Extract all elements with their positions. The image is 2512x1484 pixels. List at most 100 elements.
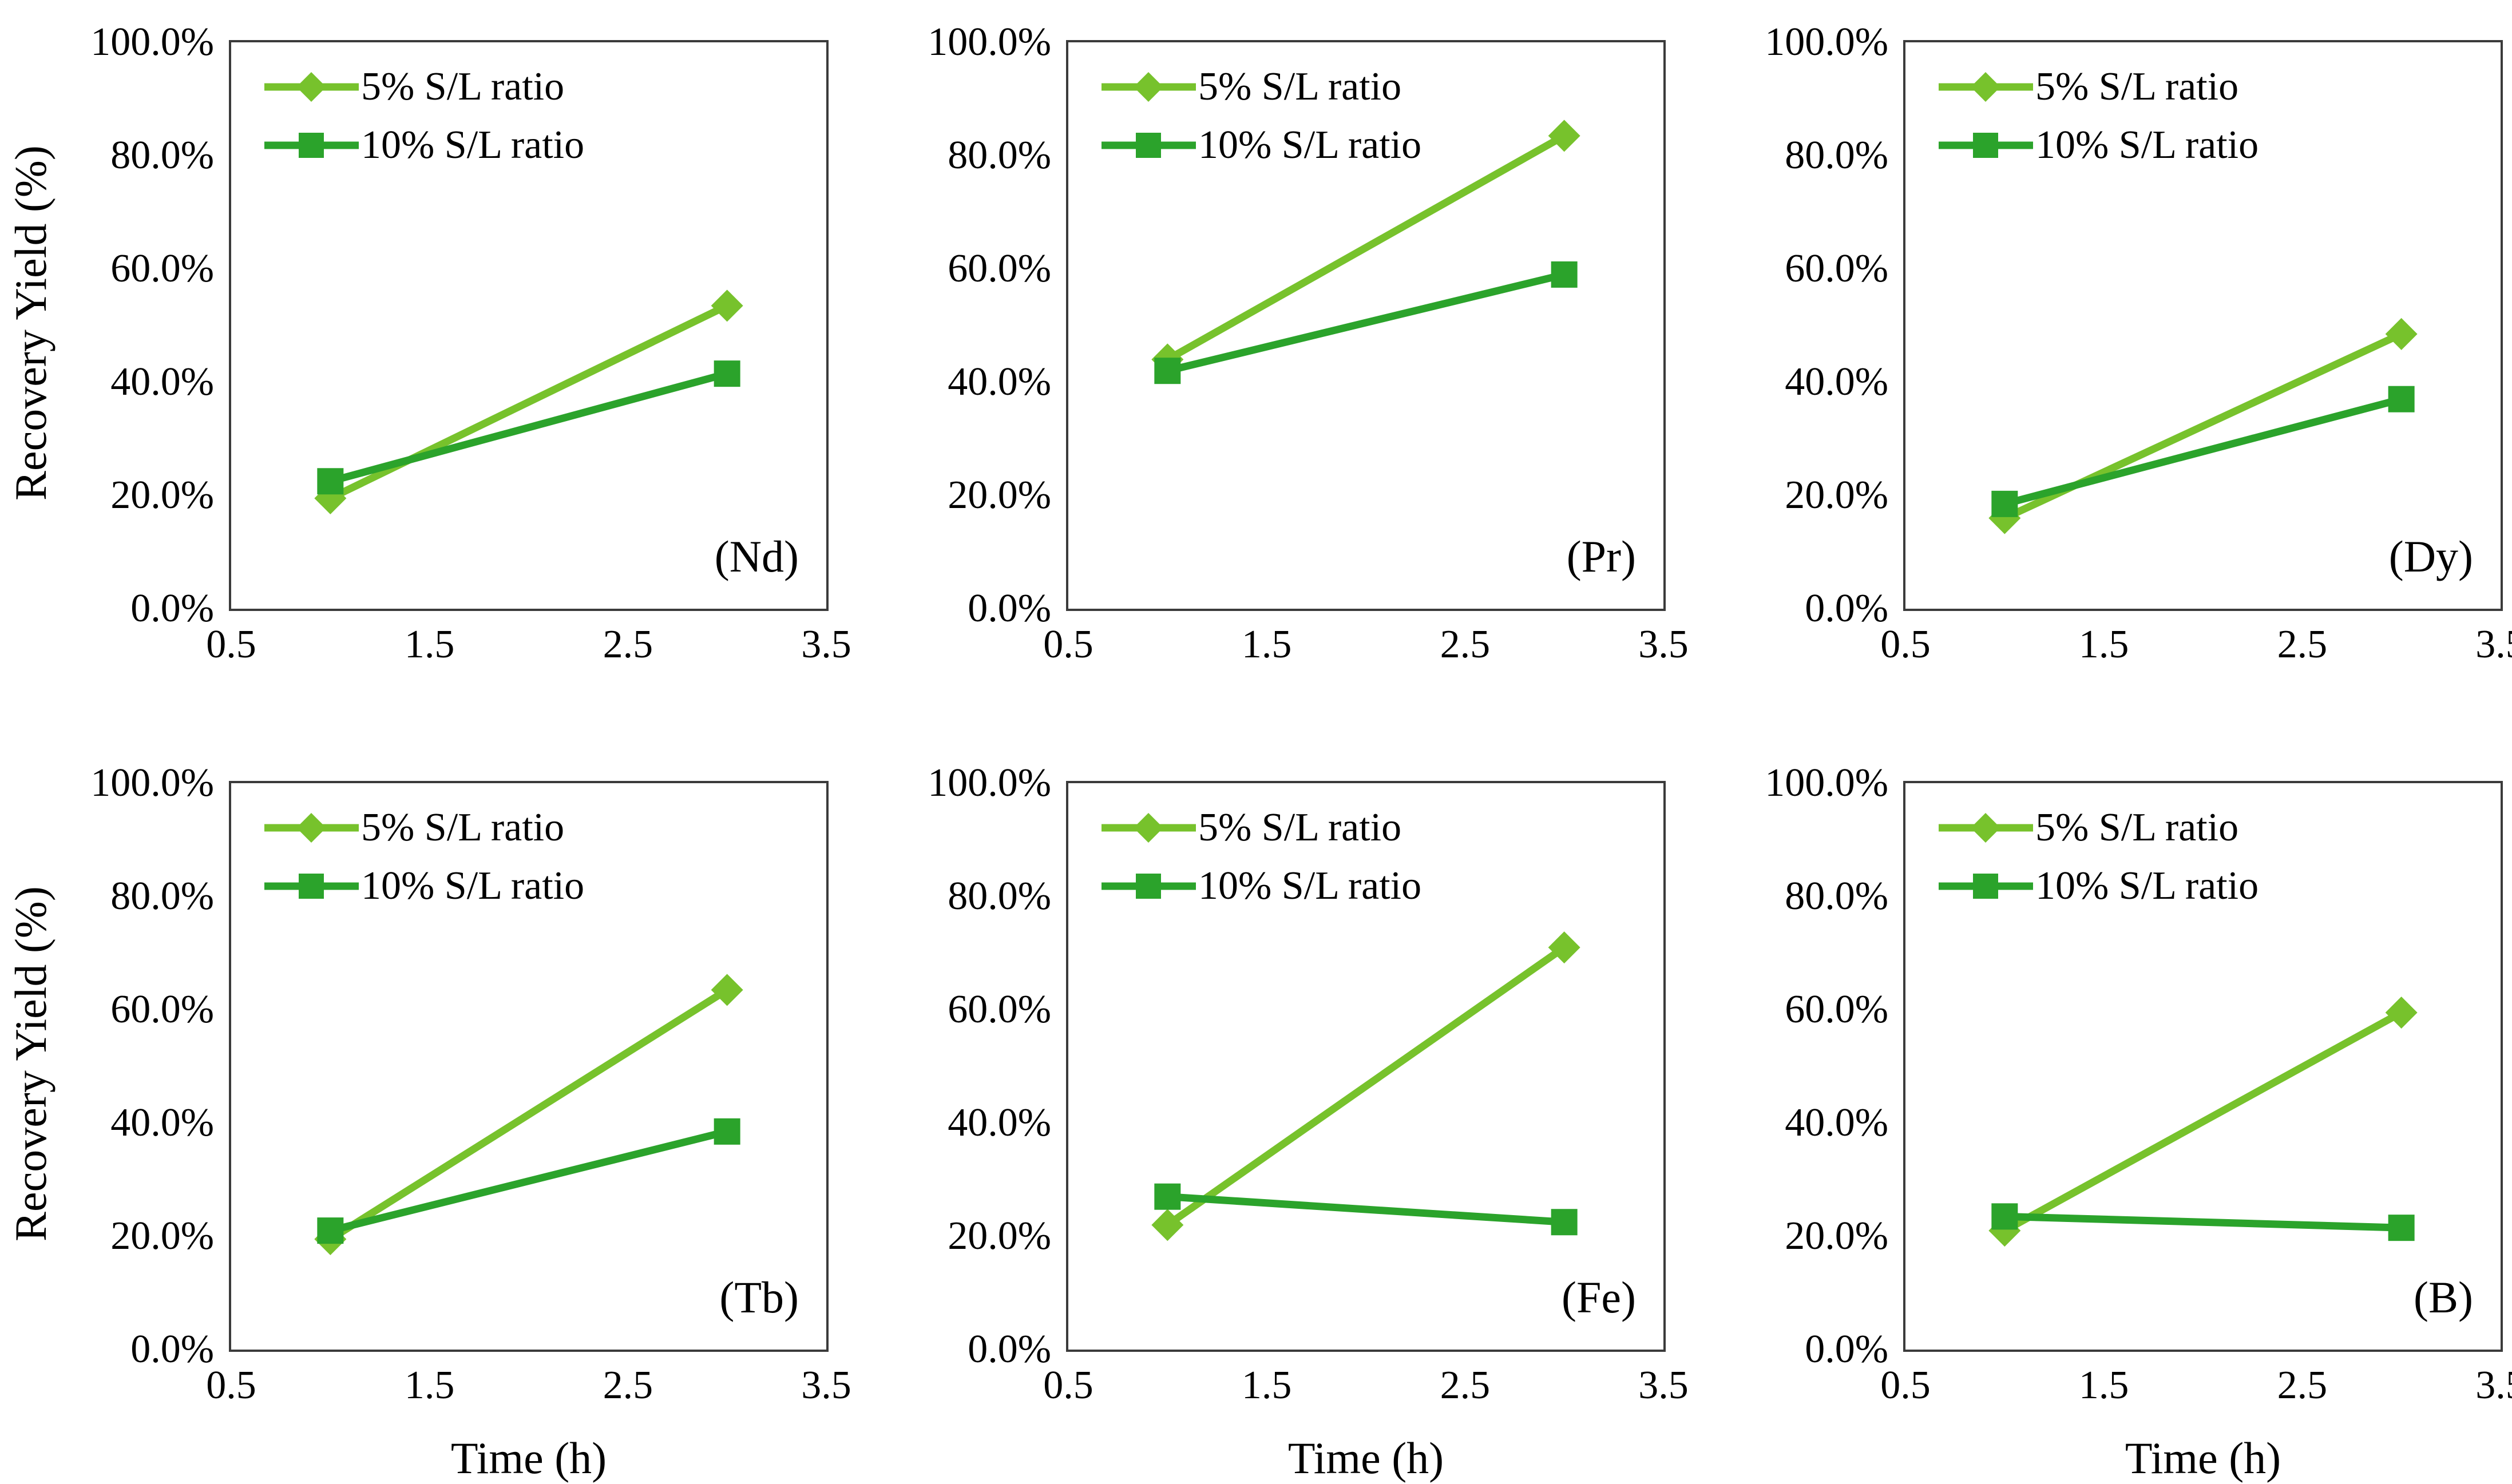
x-tick-label: 0.5 [1880,1363,1931,1407]
legend-label: 10% S/L ratio [2035,864,2259,908]
legend-square-icon [1102,874,1196,899]
y-tick-label: 0.0% [130,1327,214,1371]
legend-label: 10% S/L ratio [1198,123,1422,167]
panel-label: (Fe) [1562,1272,1636,1322]
y-tick-label: 40.0% [1785,360,1888,404]
x-tick-label: 2.5 [1440,1363,1491,1407]
series-line [328,986,730,1243]
plot-canvas [1988,318,2418,534]
legend-label: 10% S/L ratio [361,123,585,167]
legend-label: 5% S/L ratio [2035,65,2239,109]
legend-diamond-icon [264,72,359,102]
series-10-sl-ratio [1154,1183,1578,1236]
plot-canvas [1988,996,2418,1247]
legend-square-icon [1939,874,2033,899]
diamond-marker [1971,813,2000,843]
legend: 5% S/L ratio 10% S/L ratio [1939,807,2259,907]
legend-label: 5% S/L ratio [2035,806,2239,850]
diamond-marker [711,289,743,322]
legend-label: 10% S/L ratio [361,864,585,908]
plot-area: 100.0% 80.0% 60.0% 40.0% 20.0% 0.0% 5% S/L ra… [928,763,1689,1483]
x-tick-label: 0.5 [1043,1363,1093,1407]
panel-label: (B) [2414,1272,2473,1322]
plot-area: 100.0% 80.0% 60.0% 40.0% 20.0% 0.0% 5% S/L ra… [1765,763,2512,1483]
x-axis-ticks: 0.5 1.5 2.5 3.5 [1043,1363,1689,1417]
series-5-sl-ratio [314,974,743,1255]
y-tick-label: 100.0% [928,761,1051,805]
y-tick-label: 60.0% [948,987,1051,1031]
y-tick-label: 20.0% [1785,1214,1888,1258]
square-marker [1973,133,1998,158]
legend-item: 5% S/L ratio [1102,66,1421,108]
legend-diamond-icon [1102,813,1196,843]
panel-label: (Tb) [719,1272,799,1322]
y-tick-label: 20.0% [948,1214,1051,1258]
y-axis-ticks: 100.0% 80.0% 60.0% 40.0% 20.0% 0.0% [42,763,214,1370]
x-tick-label: 3.5 [2475,1363,2512,1407]
plot-area: 100.0% 80.0% 60.0% 40.0% 20.0% 0.0% 5% S/L ra… [90,763,851,1483]
diamond-marker [1134,813,1163,843]
panel-label: (Nd) [714,531,799,581]
diamond-marker [1548,931,1580,964]
series-line [2003,1009,2403,1234]
plot-canvas [1151,931,1580,1241]
square-marker [2388,1215,2415,1241]
y-tick-label: 60.0% [1785,987,1888,1031]
x-tick-label: 3.5 [801,1363,851,1407]
legend-label: 10% S/L ratio [2035,123,2259,167]
y-tick-label: 20.0% [1785,473,1888,517]
y-tick-label: 40.0% [1785,1101,1888,1145]
legend-item: 5% S/L ratio [1939,66,2259,108]
legend-label: 5% S/L ratio [1198,65,1402,109]
series-line [1165,944,1567,1228]
y-tick-label: 40.0% [948,360,1051,404]
x-tick-label: 1.5 [404,622,455,666]
y-tick-label: 0.0% [968,586,1051,630]
y-tick-label: 20.0% [110,1214,214,1258]
plot-area: 100.0% 80.0% 60.0% 40.0% 20.0% 0.0% 5% S/L ra… [928,22,1689,665]
diamond-marker [1151,1209,1184,1241]
square-marker [1136,133,1161,158]
legend-item: 10% S/L ratio [264,866,584,907]
x-tick-label: 2.5 [603,1363,653,1407]
x-tick-label: 3.5 [1638,1363,1689,1407]
series-5-sl-ratio [314,289,743,514]
chart-panel: Recovery Yield (%) 100.0%80.0%60.0%40.0%… [837,741,1689,1483]
series-line [328,302,729,502]
y-tick-label: 0.0% [130,586,214,630]
y-tick-label: 100.0% [1765,761,1888,805]
legend-item: 5% S/L ratio [264,807,584,848]
plot-area: 100.0% 80.0% 60.0% 40.0% 20.0% 0.0% 5% S/L ra… [90,22,851,665]
diamond-marker [2385,996,2418,1029]
square-marker [1973,874,1998,899]
legend-square-icon [264,874,359,899]
diamond-marker [1971,72,2000,102]
legend-item: 5% S/L ratio [1939,807,2259,848]
legend-item: 5% S/L ratio [1102,807,1421,848]
y-axis-ticks: 100.0% 80.0% 60.0% 40.0% 20.0% 0.0% [879,763,1051,1370]
legend-diamond-icon [1939,72,2033,102]
x-tick-label: 2.5 [2277,622,2328,666]
y-tick-label: 100.0% [90,761,214,805]
y-axis-ticks: 100.0% 80.0% 60.0% 40.0% 20.0% 0.0% [1717,22,1888,629]
legend: 5% S/L ratio 10% S/L ratio [1102,807,1421,907]
x-tick-label: 1.5 [1241,1363,1292,1407]
x-tick-label: 3.5 [801,622,851,666]
square-marker [714,360,740,387]
diamond-marker [1548,120,1580,152]
legend-label: 5% S/L ratio [361,806,565,850]
series-10-sl-ratio [317,1118,740,1244]
plot-area: 100.0% 80.0% 60.0% 40.0% 20.0% 0.0% 5% S/L ra… [1765,22,2512,665]
chart-panel: Recovery Yield (%) 100.0%80.0%60.0%40.0%… [837,0,1689,741]
y-axis-ticks: 100.0% 80.0% 60.0% 40.0% 20.0% 0.0% [879,22,1051,629]
x-axis-title: Time (h) [2125,1433,2281,1483]
square-marker [1551,1209,1578,1236]
y-tick-label: 60.0% [110,987,214,1031]
x-axis-ticks: 0.5 1.5 2.5 3.5 [206,622,851,676]
x-axis-title: Time (h) [1287,1433,1444,1483]
square-marker [1991,490,2018,517]
chart-panel: Recovery Yield (%) 100.0%80.0%60.0%40.0%… [0,741,851,1483]
panel-label: (Dy) [2388,531,2473,581]
series-line [1166,132,1566,363]
series-5-sl-ratio [1151,931,1580,1241]
